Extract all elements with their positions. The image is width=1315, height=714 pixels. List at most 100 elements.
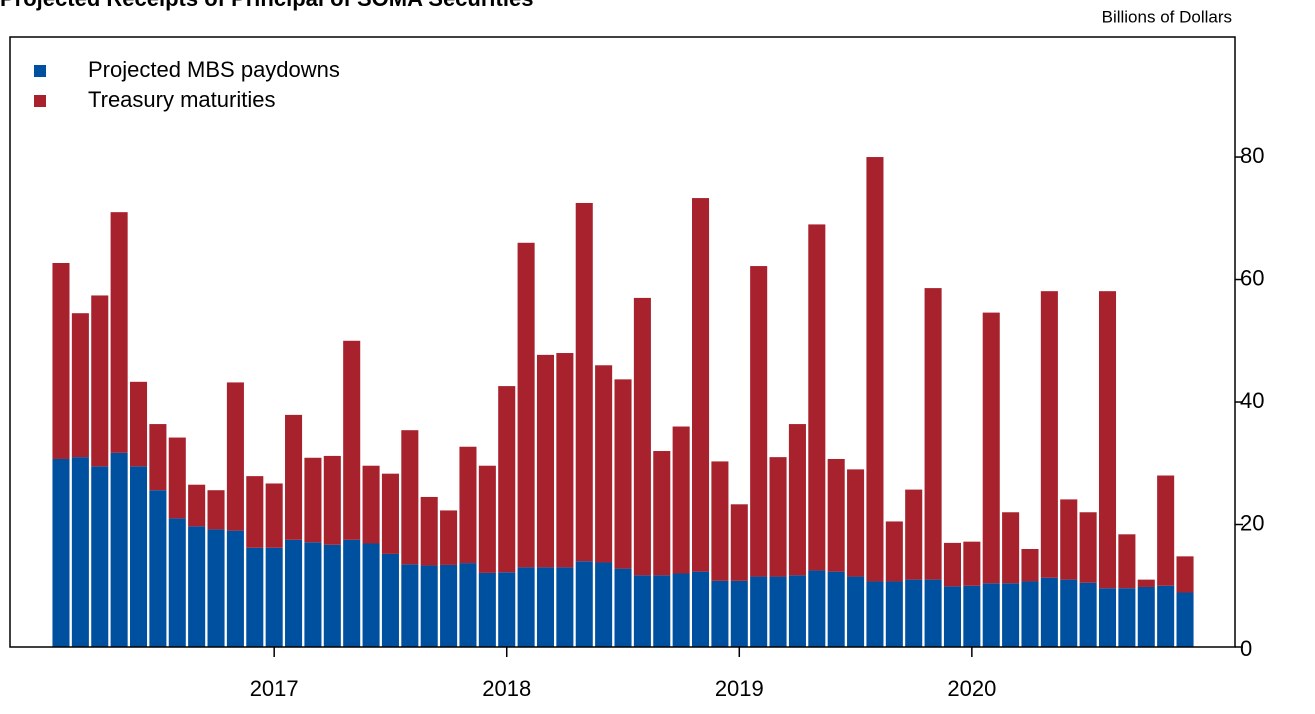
bar-segment [963,585,981,647]
bar-segment [633,575,651,647]
bar-segment [1098,588,1117,647]
bar-segment [362,465,380,544]
bar-segment [168,437,186,519]
bar-segment [885,521,903,582]
bar-segment [1176,592,1194,647]
bar-segment [672,573,690,647]
bar-segment [188,484,206,527]
bar-segment [129,466,148,647]
bar-segment [847,469,865,577]
bar-segment [381,473,399,554]
bar-segment [536,567,555,647]
bar-segment [91,295,109,467]
y-tick-label: 20 [1240,510,1264,535]
bar-segment [1060,499,1078,580]
bar-segment [1002,512,1020,584]
bar-segment [52,262,70,459]
bar-segment [91,466,109,647]
bar-segment [1040,577,1058,647]
bar-segment [478,572,496,647]
bar-segment [595,562,613,647]
y-tick-label: 80 [1240,143,1264,168]
y-tick-label: 40 [1240,388,1264,413]
bar-segment [71,457,89,647]
bar-segment [343,539,361,647]
bar-segment [440,510,458,565]
bar-segment [129,381,148,467]
bar-segment [459,446,477,564]
bar-segment [769,457,787,577]
bar-segment [401,564,419,647]
bar-segment [1176,556,1194,593]
bar-segment [246,476,264,548]
bar-segment [207,490,225,530]
bar-segment [595,365,613,563]
bar-segment [769,576,787,647]
plot-frame [9,36,1236,648]
bar-segment [323,544,341,647]
legend-swatch [34,65,46,77]
bar-segment [226,382,244,531]
bar-segment [1118,588,1136,647]
bar-segment [304,542,322,647]
bar-segment [750,576,768,647]
bar-segment [711,580,729,647]
bar-segment [827,458,845,572]
bar-segment [730,504,748,581]
chart-title: Projected Receipts of Principal of SOMA … [0,0,533,11]
bar-segment [943,586,961,647]
bar-segment [498,386,516,573]
bar-segment [653,575,671,647]
bar-segment [1157,585,1175,647]
bar-segment [788,424,806,576]
bar-segment [788,575,806,647]
bar-segment [963,541,981,586]
bar-segment [1137,579,1155,587]
bar-segment [517,567,535,647]
bar-segment [808,570,826,647]
bar-segment [1060,579,1078,647]
bar-segment [750,266,768,577]
bar-segment [885,581,903,647]
bar-segment [110,212,128,453]
bar-segment [362,543,380,647]
bar-segment [401,430,419,565]
bar-segment [1079,582,1097,647]
bar-segment [866,157,884,582]
bar-segment [285,414,303,540]
y-tick-label: 0 [1240,636,1252,661]
x-tick-label: 2017 [250,676,299,701]
bar-segment [246,547,264,647]
bar-segment [420,496,438,566]
bar-segment [924,579,942,647]
bar-segment [1079,512,1097,583]
bar-segment [265,547,283,647]
bar-segment [827,571,845,647]
bar-segment [556,567,574,647]
bar-segment [304,457,322,543]
legend-label: Projected MBS paydowns [88,57,340,82]
bar-segment [323,455,341,545]
bar-segment [71,313,89,458]
bar-segment [730,580,748,647]
bar-segment [517,242,535,568]
bar-segment [672,426,690,574]
bar-segment [1118,534,1136,589]
legend-label: Treasury maturities [88,87,275,112]
bar-segment [556,353,574,568]
bar-segment [982,583,1000,647]
bar-segment [285,539,303,647]
bar-segment [168,518,186,647]
legend-swatch [34,95,46,107]
bar-segment [149,424,167,491]
bar-segment [692,571,710,647]
bar-segment [343,340,361,540]
y-tick-label: 60 [1240,265,1264,290]
bar-segment [1098,291,1117,589]
x-tick-label: 2018 [482,676,531,701]
bar-segment [440,564,458,647]
bar-segment [653,451,671,576]
bar-segment [459,563,477,647]
